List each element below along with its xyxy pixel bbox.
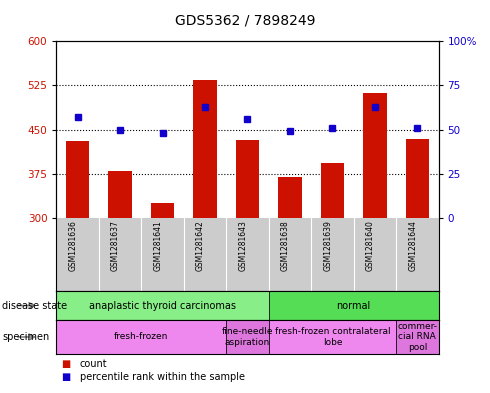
Text: commer-
cial RNA
pool: commer- cial RNA pool — [397, 322, 437, 352]
Text: GDS5362 / 7898249: GDS5362 / 7898249 — [175, 14, 315, 28]
Text: ■  percentile rank within the sample: ■ percentile rank within the sample — [0, 392, 1, 393]
Text: ■: ■ — [61, 372, 71, 382]
Text: GSM1281642: GSM1281642 — [196, 220, 205, 271]
Bar — [226, 320, 269, 354]
Bar — [108, 171, 132, 218]
Bar — [56, 291, 269, 320]
Text: specimen: specimen — [2, 332, 49, 342]
Text: GSM1281643: GSM1281643 — [239, 220, 247, 271]
Bar — [151, 203, 174, 218]
Bar — [269, 291, 439, 320]
Text: count: count — [80, 358, 107, 369]
Bar — [278, 177, 301, 218]
Text: disease state: disease state — [2, 301, 68, 310]
Text: GSM1281644: GSM1281644 — [408, 220, 417, 271]
Bar — [320, 163, 344, 218]
Text: fresh-frozen contralateral
lobe: fresh-frozen contralateral lobe — [274, 327, 390, 347]
Text: GSM1281640: GSM1281640 — [366, 220, 375, 271]
Text: GSM1281636: GSM1281636 — [69, 220, 77, 271]
Text: fresh-frozen: fresh-frozen — [114, 332, 169, 342]
Text: ■: ■ — [61, 358, 71, 369]
Text: GSM1281641: GSM1281641 — [153, 220, 163, 271]
Bar — [66, 141, 89, 218]
Text: GSM1281639: GSM1281639 — [323, 220, 332, 271]
Bar — [193, 79, 217, 218]
Text: normal: normal — [337, 301, 371, 310]
Bar — [269, 320, 396, 354]
Bar — [236, 140, 259, 218]
Text: anaplastic thyroid carcinomas: anaplastic thyroid carcinomas — [89, 301, 236, 310]
Bar — [396, 320, 439, 354]
Bar — [56, 320, 226, 354]
Text: ■  count: ■ count — [0, 392, 1, 393]
Bar — [363, 92, 387, 218]
Text: percentile rank within the sample: percentile rank within the sample — [80, 372, 245, 382]
Text: GSM1281637: GSM1281637 — [111, 220, 120, 271]
Bar — [406, 138, 429, 218]
Text: GSM1281638: GSM1281638 — [281, 220, 290, 271]
Text: fine-needle
aspiration: fine-needle aspiration — [221, 327, 273, 347]
